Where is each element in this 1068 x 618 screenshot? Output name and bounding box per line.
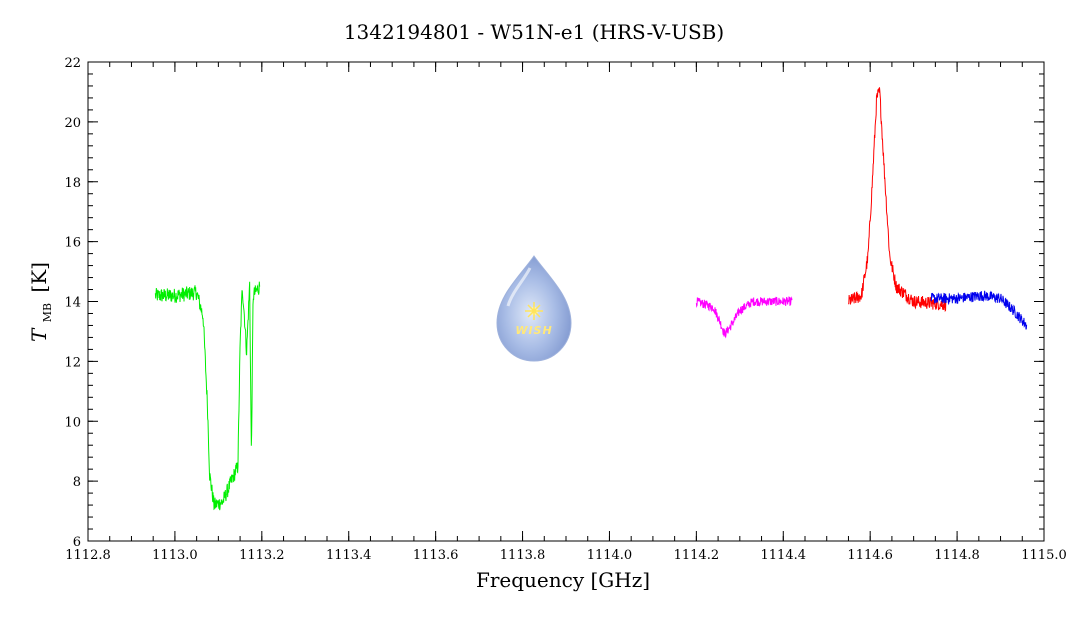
y-tick-label: 14 bbox=[64, 296, 81, 311]
y-tick-label: 20 bbox=[64, 116, 81, 131]
x-tick-label: 1113.2 bbox=[239, 548, 285, 563]
y-tick-label: 10 bbox=[64, 415, 81, 430]
wish-logo-text: WISH bbox=[515, 324, 552, 337]
x-tick-label: 1114.8 bbox=[934, 548, 980, 563]
y-tick-label: 8 bbox=[73, 475, 81, 490]
x-tick-label: 1114.4 bbox=[761, 548, 807, 563]
x-tick-labels: 1112.8 1113.0 1113.2 1113.4 1113.6 1113.8 1114… bbox=[65, 548, 1067, 563]
y-axis-title-main: T bbox=[27, 327, 51, 342]
spectrum-series-1 bbox=[154, 281, 261, 511]
star-icon bbox=[525, 302, 543, 320]
y-axis-title-unit: [K] bbox=[27, 262, 51, 293]
y-tick-label: 6 bbox=[73, 535, 81, 550]
droplet-highlight bbox=[506, 267, 532, 307]
y-tick-labels: 6 8 10 12 14 16 18 20 22 bbox=[64, 56, 81, 550]
y-tick-label: 22 bbox=[64, 56, 81, 71]
chart-title: 1342194801 - W51N-e1 (HRS-V-USB) bbox=[344, 20, 724, 44]
x-tick-label: 1113.0 bbox=[152, 548, 198, 563]
x-tick-label: 1113.4 bbox=[326, 548, 372, 563]
x-tick-label: 1114.2 bbox=[674, 548, 720, 563]
x-tick-label: 1114.6 bbox=[847, 548, 893, 563]
series-group bbox=[154, 87, 1028, 511]
spectrum-series-2 bbox=[695, 296, 793, 339]
x-axis-title: Frequency [GHz] bbox=[476, 568, 650, 592]
x-tick-label: 1113.6 bbox=[413, 548, 459, 563]
y-axis-title-subscript: MB bbox=[41, 303, 54, 322]
y-tick-label: 12 bbox=[64, 355, 81, 370]
x-tick-label: 1114.0 bbox=[587, 548, 633, 563]
x-tick-label: 1115.0 bbox=[1021, 548, 1067, 563]
x-tick-label: 1113.8 bbox=[500, 548, 546, 563]
y-tick-label: 16 bbox=[64, 236, 81, 251]
x-tick-label: 1112.8 bbox=[65, 548, 111, 563]
axis-ticks bbox=[87, 61, 1045, 542]
spectrum-series-3 bbox=[848, 87, 947, 312]
spectrum-series-4 bbox=[930, 290, 1028, 330]
wish-logo: WISH bbox=[496, 255, 572, 362]
y-tick-label: 18 bbox=[64, 176, 81, 191]
y-axis-title: T MB [K] bbox=[27, 262, 56, 342]
